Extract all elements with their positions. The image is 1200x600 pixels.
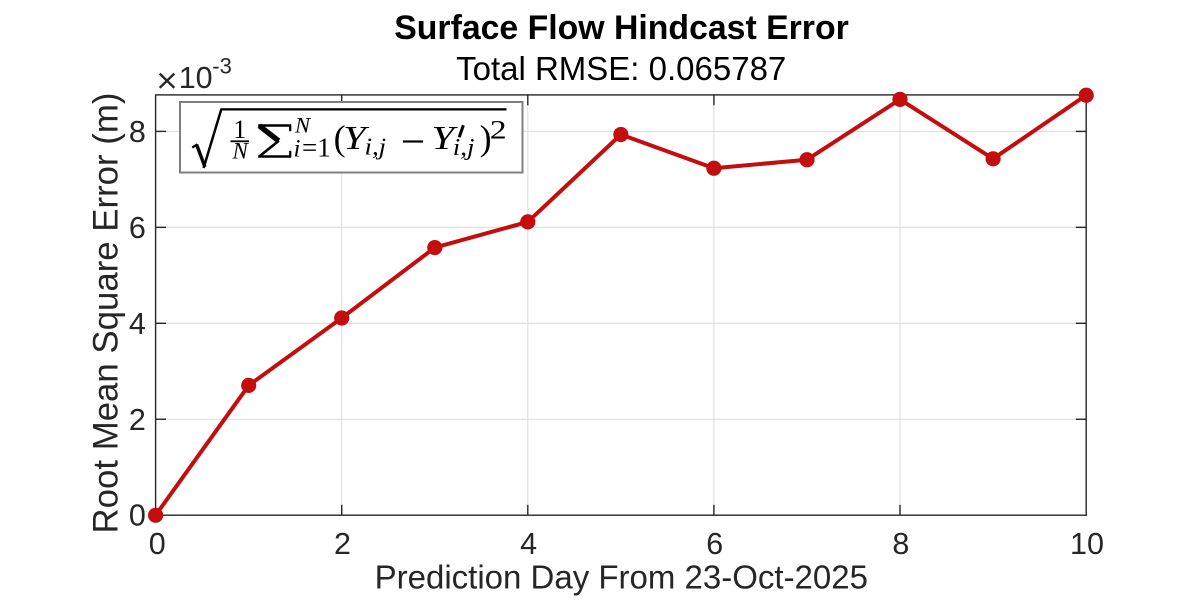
svg-text:(: ( [334, 118, 346, 158]
svg-text:8: 8 [129, 115, 146, 149]
svg-text:2: 2 [334, 527, 351, 561]
svg-text:8: 8 [892, 527, 909, 561]
svg-text:Y: Y [432, 120, 459, 157]
svg-text:=1: =1 [302, 133, 331, 163]
svg-text:2: 2 [129, 403, 146, 437]
svg-text:2: 2 [490, 115, 507, 144]
svg-text:0: 0 [149, 527, 166, 561]
svg-text:Prediction Day From 23-Oct-202: Prediction Day From 23-Oct-2025 [375, 559, 868, 596]
svg-text:10: 10 [179, 61, 213, 95]
svg-text:1: 1 [233, 115, 246, 144]
svg-text:i,j: i,j [365, 133, 387, 160]
svg-text:i: i [294, 136, 301, 163]
svg-text:0: 0 [129, 499, 146, 533]
svg-text:i,j: i,j [453, 134, 475, 161]
svg-text:Y: Y [343, 120, 370, 157]
svg-text:Surface Flow Hindcast Error: Surface Flow Hindcast Error [394, 9, 849, 47]
svg-text:N: N [294, 112, 312, 137]
svg-text:Total RMSE: 0.065787: Total RMSE: 0.065787 [456, 50, 786, 87]
svg-text:10: 10 [1070, 527, 1104, 561]
svg-text:): ) [480, 118, 492, 158]
svg-text:4: 4 [129, 307, 146, 341]
svg-text:N: N [232, 138, 250, 163]
svg-text:-3: -3 [212, 53, 232, 78]
svg-text:Root Mean Square Error (m): Root Mean Square Error (m) [87, 93, 126, 534]
svg-text:6: 6 [129, 211, 146, 245]
svg-text:6: 6 [706, 527, 723, 561]
svg-text:4: 4 [520, 527, 537, 561]
